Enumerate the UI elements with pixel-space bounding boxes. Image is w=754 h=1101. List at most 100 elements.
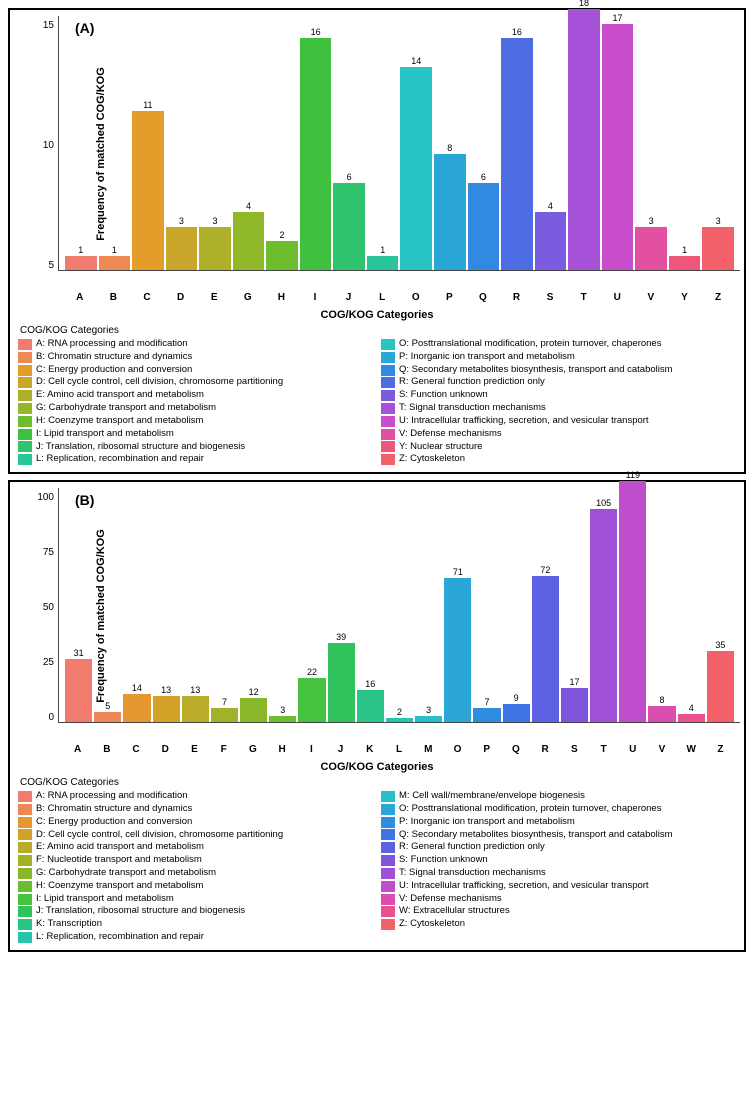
legend-item: Q: Secondary metabolites biosynthesis, t… bbox=[381, 364, 736, 377]
chart-area: Frequency of matched COG/KOG1007550250(B… bbox=[14, 488, 740, 743]
bar-A: 31 bbox=[65, 648, 92, 722]
bar-rect bbox=[635, 227, 667, 271]
xtick: V bbox=[648, 745, 675, 759]
legend-text: P: Inorganic ion transport and metabolis… bbox=[399, 351, 575, 364]
legend-col-left: A: RNA processing and modificationB: Chr… bbox=[18, 790, 373, 944]
legend-item: H: Coenzyme transport and metabolism bbox=[18, 415, 373, 428]
xtick: G bbox=[232, 293, 264, 307]
legend-item: O: Posttranslational modification, prote… bbox=[381, 803, 736, 816]
legend-text: D: Cell cycle control, cell division, ch… bbox=[36, 829, 283, 842]
legend-text: G: Carbohydrate transport and metabolism bbox=[36, 867, 216, 880]
legend-swatch bbox=[18, 791, 32, 802]
bar-value: 12 bbox=[249, 687, 259, 697]
xtick: G bbox=[239, 745, 266, 759]
yaxis: 1007550250 bbox=[32, 488, 58, 743]
xtick: D bbox=[165, 293, 197, 307]
bar-value: 3 bbox=[716, 216, 721, 226]
xtick: Z bbox=[702, 293, 734, 307]
legend-text: L: Replication, recombination and repair bbox=[36, 931, 204, 944]
bar-W: 4 bbox=[678, 703, 705, 722]
legend-text: T: Signal transduction mechanisms bbox=[399, 402, 546, 415]
legend-item: E: Amino acid transport and metabolism bbox=[18, 841, 373, 854]
xtick: O bbox=[444, 745, 471, 759]
legend-swatch bbox=[381, 855, 395, 866]
xtick: A bbox=[64, 293, 96, 307]
legend-text: K: Transcription bbox=[36, 918, 102, 931]
bar-value: 1 bbox=[380, 245, 385, 255]
bar-rect bbox=[333, 183, 365, 270]
bar-value: 17 bbox=[570, 677, 580, 687]
bar-rect bbox=[99, 256, 131, 271]
bar-value: 16 bbox=[365, 679, 375, 689]
legend-text: I: Lipid transport and metabolism bbox=[36, 893, 174, 906]
legend-item: D: Cell cycle control, cell division, ch… bbox=[18, 376, 373, 389]
legend-item: C: Energy production and conversion bbox=[18, 816, 373, 829]
bar-O: 14 bbox=[400, 56, 432, 270]
bar-B: 1 bbox=[99, 245, 131, 271]
bar-S: 17 bbox=[561, 677, 588, 722]
legend-swatch bbox=[18, 817, 32, 828]
legend-swatch bbox=[18, 881, 32, 892]
ytick: 50 bbox=[43, 602, 54, 613]
legend-swatch bbox=[18, 454, 32, 465]
legend-text: R: General function prediction only bbox=[399, 376, 545, 389]
bar-value: 3 bbox=[426, 705, 431, 715]
bar-rect bbox=[602, 24, 634, 271]
legend-item: Q: Secondary metabolites biosynthesis, t… bbox=[381, 829, 736, 842]
legend-text: J: Translation, ribosomal structure and … bbox=[36, 905, 245, 918]
bar-value: 4 bbox=[548, 201, 553, 211]
bar-value: 72 bbox=[540, 565, 550, 575]
bar-rect bbox=[501, 38, 533, 270]
legend-swatch bbox=[18, 804, 32, 815]
legend-text: Z: Cytoskeleton bbox=[399, 918, 465, 931]
bar-Z: 3 bbox=[702, 216, 734, 271]
xtick: P bbox=[473, 745, 500, 759]
legend-text: G: Carbohydrate transport and metabolism bbox=[36, 402, 216, 415]
xtick: F bbox=[210, 745, 237, 759]
legend-swatch bbox=[18, 855, 32, 866]
legend-swatch bbox=[381, 894, 395, 905]
xtick: C bbox=[131, 293, 163, 307]
legend-text: F: Nucleotide transport and metabolism bbox=[36, 854, 202, 867]
bar-V: 3 bbox=[635, 216, 667, 271]
bar-rect bbox=[669, 256, 701, 271]
bar-rect bbox=[532, 576, 559, 722]
legend-title: COG/KOG Categories bbox=[20, 777, 740, 788]
legend-text: A: RNA processing and modification bbox=[36, 338, 188, 351]
bar-L: 2 bbox=[386, 707, 413, 722]
legend-swatch bbox=[381, 842, 395, 853]
legend-swatch bbox=[381, 454, 395, 465]
legend-text: M: Cell wall/membrane/envelope biogenesi… bbox=[399, 790, 585, 803]
legend-text: B: Chromatin structure and dynamics bbox=[36, 803, 192, 816]
legend-text: Y: Nuclear structure bbox=[399, 441, 482, 454]
legend-swatch bbox=[18, 429, 32, 440]
bar-D: 3 bbox=[166, 216, 198, 271]
legend-text: W: Extracellular structures bbox=[399, 905, 510, 918]
bar-rect bbox=[503, 704, 530, 722]
legend-swatch bbox=[381, 352, 395, 363]
xlabel: COG/KOG Categories bbox=[14, 309, 740, 321]
legend-text: U: Intracellular trafficking, secretion,… bbox=[399, 880, 649, 893]
xtick: D bbox=[152, 745, 179, 759]
legend-text: D: Cell cycle control, cell division, ch… bbox=[36, 376, 283, 389]
legend-text: O: Posttranslational modification, prote… bbox=[399, 803, 661, 816]
ytick: 0 bbox=[48, 712, 54, 723]
legend-item: S: Function unknown bbox=[381, 854, 736, 867]
bar-value: 22 bbox=[307, 667, 317, 677]
bar-value: 8 bbox=[660, 695, 665, 705]
legend-text: S: Function unknown bbox=[399, 854, 488, 867]
xtick: H bbox=[269, 745, 296, 759]
xtick: T bbox=[590, 745, 617, 759]
bar-J: 6 bbox=[333, 172, 365, 270]
bar-U: 17 bbox=[602, 13, 634, 271]
legend-swatch bbox=[381, 906, 395, 917]
legend-item: G: Carbohydrate transport and metabolism bbox=[18, 402, 373, 415]
bar-rect bbox=[298, 678, 325, 723]
legend-swatch bbox=[381, 377, 395, 388]
plot: (A)11113342166114861641817313 bbox=[58, 16, 740, 271]
legend-text: R: General function prediction only bbox=[399, 841, 545, 854]
bar-rect bbox=[199, 227, 231, 271]
bar-P: 7 bbox=[473, 697, 500, 722]
legend-text: B: Chromatin structure and dynamics bbox=[36, 351, 192, 364]
legend-swatch bbox=[381, 441, 395, 452]
